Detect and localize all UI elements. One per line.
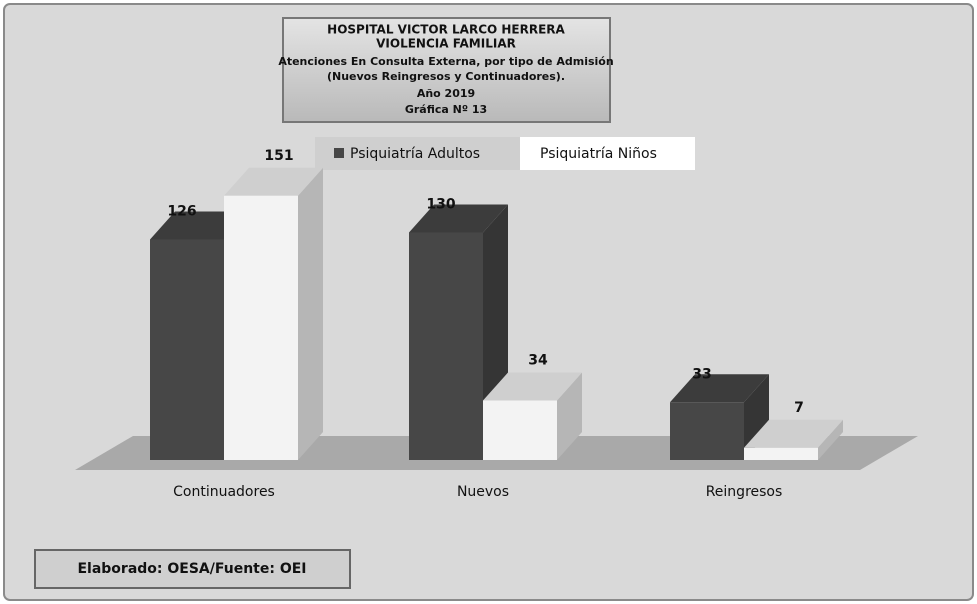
legend-swatch xyxy=(334,148,344,158)
bar xyxy=(224,195,298,460)
bar-top xyxy=(224,167,323,196)
data-label: 130 xyxy=(426,197,455,213)
bar xyxy=(670,402,744,460)
x-tick-label: Continuadores xyxy=(173,484,275,500)
data-label: 126 xyxy=(167,204,196,220)
chart-title: HOSPITAL VICTOR LARCO HERRERA xyxy=(327,23,565,37)
legend-box xyxy=(520,137,695,170)
legend-label: Psiquiatría Niños xyxy=(540,146,657,162)
chart-title: Gráfica Nº 13 xyxy=(405,103,487,116)
bar-side xyxy=(818,419,843,460)
data-label: 33 xyxy=(692,366,711,382)
bar xyxy=(150,239,224,460)
bar-side xyxy=(298,167,323,460)
legend-box xyxy=(315,137,520,170)
data-label: 34 xyxy=(528,353,548,369)
chart-title: (Nuevos Reingresos y Continuadores). xyxy=(327,70,565,83)
chart-title: VIOLENCIA FAMILIAR xyxy=(376,37,516,51)
footer: Elaborado: OESA/Fuente: OEI xyxy=(77,561,306,577)
legend-label: Psiquiatría Adultos xyxy=(350,146,480,162)
x-tick-label: Nuevos xyxy=(457,484,509,500)
data-label: 151 xyxy=(264,148,293,164)
bar xyxy=(409,232,483,460)
bar-top xyxy=(670,374,769,403)
x-tick-label: Reingresos xyxy=(706,484,783,500)
bar-top xyxy=(483,372,582,401)
bar-side xyxy=(557,372,582,460)
data-label: 7 xyxy=(794,400,804,416)
bar-top xyxy=(744,419,843,448)
title-box xyxy=(282,17,611,123)
chart-title: Año 2019 xyxy=(417,87,475,100)
bar xyxy=(744,447,818,460)
bar-top xyxy=(409,204,508,233)
chart-title: Atenciones En Consulta Externa, por tipo… xyxy=(278,55,613,68)
footer-box xyxy=(34,549,351,589)
bar xyxy=(483,400,557,460)
